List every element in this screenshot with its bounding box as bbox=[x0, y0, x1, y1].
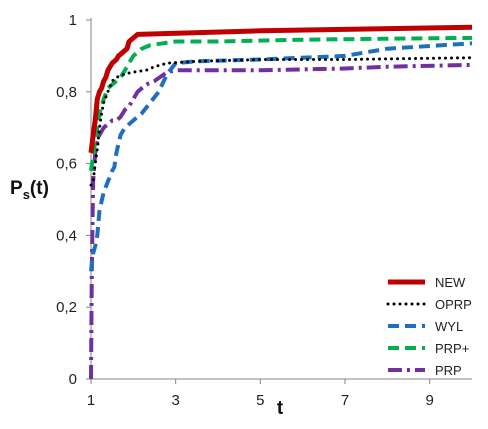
tick-labels: 0 0,2 0,4 0,6 0,8 1 1 3 5 7 9 bbox=[56, 12, 434, 409]
y-tick-label: 0,4 bbox=[56, 227, 77, 244]
legend: NEW OPRP WYL PRP+ PRP bbox=[386, 275, 472, 378]
x-tick-label: 3 bbox=[171, 392, 179, 409]
y-tick-label: 0 bbox=[69, 371, 77, 388]
y-tick-label: 0,6 bbox=[56, 156, 77, 173]
series-line-new bbox=[88, 24, 473, 154]
y-axis-title-main: P bbox=[10, 178, 23, 199]
series-line-prp bbox=[89, 35, 473, 172]
series-line-wyl bbox=[89, 41, 473, 272]
x-axis-title: t bbox=[277, 398, 284, 419]
x-tick-label: 9 bbox=[425, 392, 433, 409]
y-tick-label: 0,2 bbox=[56, 299, 77, 316]
legend-label: PRP bbox=[435, 363, 462, 378]
series-line-oprp bbox=[89, 56, 474, 187]
y-axis-title-sub: s bbox=[23, 187, 30, 202]
x-tick-label: 5 bbox=[256, 392, 264, 409]
axes bbox=[86, 18, 472, 384]
series-layer bbox=[88, 24, 474, 380]
legend-label: NEW bbox=[435, 275, 466, 290]
legend-label: PRP+ bbox=[435, 341, 469, 356]
series-line-prp bbox=[89, 62, 473, 380]
y-tick-label: 0,8 bbox=[56, 84, 77, 101]
legend-label: OPRP bbox=[435, 297, 472, 312]
legend-label: WYL bbox=[435, 319, 463, 334]
x-tick-label: 7 bbox=[341, 392, 349, 409]
y-tick-label: 1 bbox=[69, 12, 77, 29]
y-axis-title: Ps(t) bbox=[10, 178, 49, 202]
y-axis-title-tail: (t) bbox=[30, 178, 49, 199]
x-tick-label: 1 bbox=[87, 392, 95, 409]
